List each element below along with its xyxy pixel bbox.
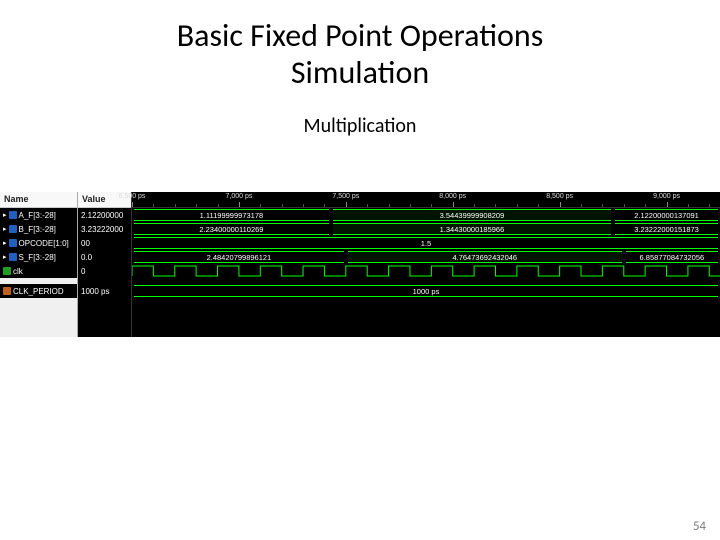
expand-icon[interactable]: ▸: [3, 239, 7, 247]
bus-segment: 6.85877084732056: [626, 251, 718, 263]
waveform-row[interactable]: 1000 ps: [132, 284, 720, 298]
value-column: Value 2.122000003.23222000000.001000 ps: [78, 192, 132, 337]
bus-segment: 3.2322200015187​3: [615, 223, 718, 235]
waveform-row[interactable]: [132, 264, 720, 278]
signal-name: B_F[3:-28]: [19, 225, 56, 234]
signal-name-row[interactable]: ▸ A_F[3:-28]: [0, 208, 77, 222]
ruler-label: 8,000 ps: [439, 193, 466, 200]
bus-segment: 1.34430000185966: [333, 223, 611, 235]
signal-value: 2.12200000: [78, 208, 131, 222]
bus-segment: 2.12200000137091: [615, 209, 718, 221]
time-ruler[interactable]: 6,500 ps7,000 ps7,500 ps8,000 ps8,500 ps…: [132, 192, 720, 208]
bus-segment: 1000 ps: [134, 285, 718, 297]
wire-icon: [3, 267, 11, 275]
ruler-label: 7,000 ps: [225, 193, 252, 200]
waveform-row[interactable]: 1.11199999973178 3.54439999908209 2.122000…: [132, 208, 720, 222]
ruler-label: 7,500 ps: [332, 193, 359, 200]
slide-title: Basic Fixed Point Operations Simulation: [0, 0, 720, 92]
bus-icon: [9, 211, 17, 219]
signal-name-row[interactable]: ▸ S_F[3:-28]: [0, 250, 77, 264]
ruler-label: 6,500 ps: [119, 193, 146, 200]
waveform-area[interactable]: 6,500 ps7,000 ps7,500 ps8,000 ps8,500 ps…: [132, 192, 720, 337]
waveform-row[interactable]: 2.48420799896121 4.76473692432046 6.858770…: [132, 250, 720, 264]
ruler-label: 9,000 ps: [653, 193, 680, 200]
signal-value: 3.23222000: [78, 222, 131, 236]
bus-segment: 1.11199999973178: [134, 209, 329, 221]
signal-name-row[interactable]: CLK_PERIOD: [0, 284, 77, 298]
signal-name-row[interactable]: ▸ OPCODE[1:0]: [0, 236, 77, 250]
expand-icon[interactable]: ▸: [3, 211, 7, 219]
bus-segment: 3.54439999908209: [333, 209, 611, 221]
signal-value: 1000 ps: [78, 284, 131, 298]
const-icon: [3, 287, 11, 295]
name-header: Name: [0, 192, 77, 208]
name-column: Name ▸A_F[3:-28]▸B_F[3:-28]▸OPCODE[1:0]▸…: [0, 192, 78, 337]
signal-value: 0.0: [78, 250, 131, 264]
bus-icon: [9, 253, 17, 261]
ruler-label: 8,500 ps: [546, 193, 573, 200]
page-number: 54: [693, 519, 706, 534]
signal-name: S_F[3:-28]: [19, 253, 56, 262]
expand-icon[interactable]: ▸: [3, 225, 7, 233]
signal-name: CLK_PERIOD: [13, 287, 64, 296]
signal-name-row[interactable]: clk: [0, 264, 77, 278]
title-line2: Simulation: [291, 53, 429, 92]
signal-name: A_F[3:-28]: [19, 211, 56, 220]
bus-segment: 1.5: [134, 237, 718, 249]
signal-name: OPCODE[1:0]: [19, 239, 69, 248]
title-line1: Basic Fixed Point Operations: [177, 16, 543, 55]
bus-icon: [9, 239, 17, 247]
waveform-row[interactable]: 2.23400000110269 1.34430000185966 3.232220…: [132, 222, 720, 236]
waveform-row[interactable]: 1.5: [132, 236, 720, 250]
clock-waveform: [132, 264, 720, 278]
signal-value: 0: [78, 264, 131, 278]
bus-segment: 2.48420799896121: [134, 251, 344, 263]
bus-segment: 4.76473692432046: [348, 251, 622, 263]
signal-name: clk: [13, 267, 23, 276]
bus-segment: 2.23400000110269: [134, 223, 329, 235]
waveform-viewer: Name ▸A_F[3:-28]▸B_F[3:-28]▸OPCODE[1:0]▸…: [0, 192, 720, 337]
slide-subtitle: Multiplication: [0, 114, 720, 138]
signal-name-row[interactable]: ▸ B_F[3:-28]: [0, 222, 77, 236]
expand-icon[interactable]: ▸: [3, 253, 7, 261]
signal-value: 00: [78, 236, 131, 250]
bus-icon: [9, 225, 17, 233]
